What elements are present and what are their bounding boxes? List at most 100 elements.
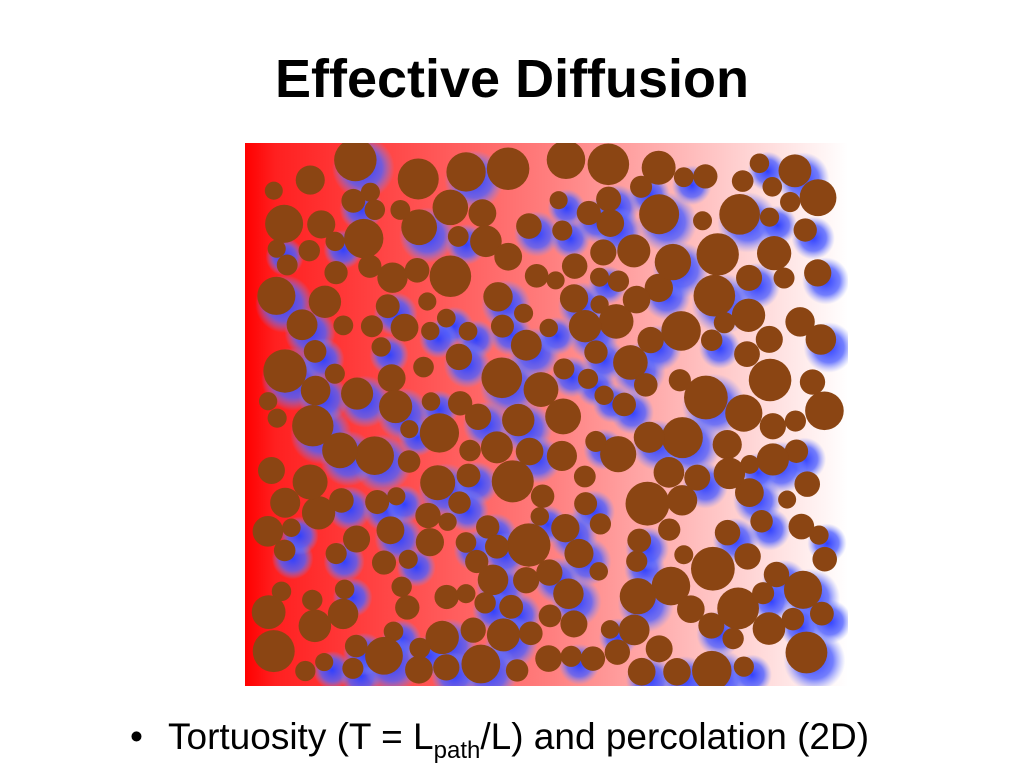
grain (342, 657, 364, 679)
grain (502, 403, 535, 437)
grain (752, 582, 775, 605)
grain (434, 584, 459, 610)
grain (429, 255, 472, 298)
grain-layer (251, 143, 844, 686)
grain (464, 403, 492, 430)
grain (420, 465, 456, 501)
grain (756, 443, 789, 476)
grain (470, 225, 502, 258)
grain (252, 516, 284, 547)
grain (553, 358, 575, 380)
grain (292, 404, 334, 447)
grain (507, 523, 551, 567)
grain (590, 267, 610, 287)
grain (302, 589, 323, 611)
grain (397, 450, 421, 473)
grain (468, 199, 497, 228)
grain (460, 617, 486, 643)
grain (465, 549, 489, 574)
grain (731, 298, 766, 332)
grain (436, 308, 456, 328)
grain (258, 392, 278, 411)
grain (486, 618, 520, 652)
grain (327, 598, 359, 630)
grain (805, 324, 837, 355)
grain (596, 209, 625, 237)
grain (546, 271, 565, 290)
grain (401, 209, 438, 246)
grain (735, 478, 764, 507)
grain (514, 303, 534, 323)
grain (530, 484, 555, 508)
grain (267, 239, 286, 258)
grain (415, 528, 444, 557)
grain (455, 532, 477, 553)
grain (494, 242, 523, 271)
grain (538, 604, 562, 628)
grain (651, 566, 691, 606)
grain (360, 182, 380, 202)
grain (271, 581, 292, 602)
grain (784, 410, 807, 432)
grain (276, 254, 298, 276)
grain (358, 254, 382, 278)
grain (432, 189, 469, 226)
grain (693, 164, 718, 189)
grain (653, 457, 685, 488)
grain (713, 457, 746, 490)
grain (625, 481, 670, 526)
grain (265, 204, 304, 243)
grain (334, 579, 355, 600)
grain (282, 518, 301, 537)
grain (596, 186, 622, 212)
grain (329, 488, 354, 513)
grain (781, 607, 805, 631)
grain (413, 356, 434, 378)
grain (587, 143, 630, 186)
grain (780, 191, 801, 213)
grain (477, 564, 509, 596)
grain (292, 464, 328, 500)
grain (376, 516, 405, 545)
grain (639, 194, 680, 235)
grain (273, 539, 296, 562)
grain (333, 315, 354, 336)
grain (461, 644, 501, 684)
grain (263, 349, 307, 393)
grain (484, 534, 509, 559)
grain (510, 329, 542, 361)
grain (736, 264, 763, 291)
grain (551, 514, 580, 543)
grain (600, 620, 620, 639)
grain (391, 576, 412, 597)
grain (459, 439, 481, 462)
grain (344, 218, 384, 259)
grain (549, 191, 568, 210)
grain (663, 658, 691, 686)
grain (733, 656, 754, 677)
grain (252, 630, 295, 673)
grain (713, 312, 735, 334)
grain (371, 550, 397, 575)
grain (295, 660, 316, 682)
grain (379, 389, 413, 424)
grain (574, 492, 598, 516)
grain (364, 199, 386, 221)
grain (491, 460, 534, 503)
grain (793, 218, 817, 242)
grain (560, 645, 582, 667)
grain (785, 307, 815, 337)
grain (607, 270, 630, 292)
grain (692, 650, 732, 686)
grain (809, 601, 834, 626)
grain (560, 610, 588, 638)
grain (580, 646, 606, 671)
grain (324, 260, 348, 285)
grain (383, 621, 404, 642)
grain (390, 200, 411, 220)
grain (474, 592, 496, 614)
grain (421, 392, 441, 411)
grain (355, 436, 394, 475)
grain (343, 525, 371, 553)
grain (613, 345, 648, 380)
